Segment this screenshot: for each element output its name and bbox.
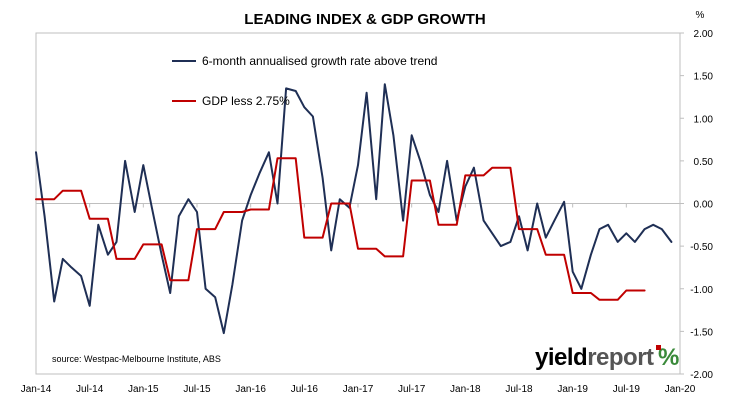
y-tick-label: 2.00 <box>694 29 714 40</box>
y-tick-label: -1.00 <box>690 285 713 296</box>
x-axis-labels: Jan-14 Jul-14 Jan-15 Jul-15 Jan-16 Jul-16 Jan-… <box>21 384 696 395</box>
logo-percent-icon: % <box>658 344 679 371</box>
x-tick-label: Jan-20 <box>665 384 696 395</box>
yieldreport-logo: yieldreport % <box>535 344 680 371</box>
y-tick-label: 1.00 <box>694 114 714 125</box>
series-lines <box>35 83 673 335</box>
y-unit-label: % <box>696 10 705 21</box>
legend-label-leading-index: 6-month annualised growth rate above tre… <box>202 54 437 68</box>
legend: 6-month annualised growth rate above tre… <box>172 54 437 108</box>
x-tick-label: Jul-18 <box>505 384 533 395</box>
x-tick-label: Jul-14 <box>76 384 104 395</box>
y-tick-label: -1.50 <box>690 327 713 338</box>
source-note: source: Westpac-Melbourne Institute, ABS <box>52 354 221 364</box>
logo-dot-red <box>656 345 661 350</box>
x-tick-label: Jan-19 <box>557 384 588 395</box>
y-tick-label: 1.50 <box>694 72 714 83</box>
chart-title: LEADING INDEX & GDP GROWTH <box>244 11 485 28</box>
x-tick-label: Jan-14 <box>21 384 52 395</box>
legend-label-gdp: GDP less 2.75% <box>202 94 290 108</box>
x-tick-label: Jan-18 <box>450 384 481 395</box>
y-axis-labels: 2.00 1.50 1.00 0.50 0.00 -0.50 -1.00 -1.50 -2.00 <box>690 29 713 381</box>
x-tick-label: Jan-17 <box>343 384 374 395</box>
x-tick-label: Jul-19 <box>613 384 641 395</box>
x-tick-label: Jan-15 <box>128 384 159 395</box>
y-tick-label: 0.50 <box>694 157 714 168</box>
y-tick-label: 0.00 <box>694 200 714 211</box>
x-tick-label: Jul-17 <box>398 384 426 395</box>
series-line-gdp <box>35 157 646 301</box>
logo-text-yield: yield <box>535 344 587 371</box>
series-line-leading-index <box>35 83 673 335</box>
y-tick-label: -2.00 <box>690 370 713 381</box>
y-tick-label: -0.50 <box>690 242 713 253</box>
x-tick-label: Jul-15 <box>183 384 211 395</box>
logo-text: yieldreport <box>535 344 654 371</box>
x-tick-label: Jan-16 <box>235 384 266 395</box>
tick-marks <box>35 32 684 375</box>
logo-text-report: report <box>587 344 654 371</box>
x-tick-label: Jul-16 <box>291 384 319 395</box>
